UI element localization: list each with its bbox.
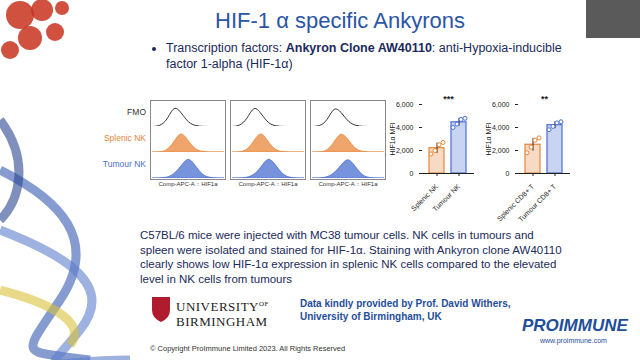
html-text:Tumour NK: Tumour NK	[102, 159, 146, 169]
html-text:www.proimmune.com: www.proimmune.com	[540, 337, 607, 344]
svg-text:2,000: 2,000	[492, 147, 510, 154]
html-text:Comp-APC-A :: HIF1a: Comp-APC-A :: HIF1a	[318, 181, 378, 187]
html-text:BIRMINGHAM: BIRMINGHAM	[176, 314, 268, 330]
html-text:Transcription factors: Ankyron: Transcription factors: Ankyron Clone AW4…	[166, 41, 562, 71]
svg-text:0: 0	[410, 170, 414, 177]
svg-text:4,000: 4,000	[396, 124, 414, 131]
html-text:Comp-APC-A :: HIF1a: Comp-APC-A :: HIF1a	[238, 181, 298, 187]
html-text:C57BL/6 mice were injected wit: C57BL/6 mice were injected with MC38 tum…	[140, 229, 562, 285]
html-text:HIF-1 α specific Ankyrons: HIF-1 α specific Ankyrons	[215, 8, 465, 33]
html-text:UNIVERSITYOF: UNIVERSITYOF	[176, 299, 269, 315]
html-text:Comp-APC-A :: HIF1a: Comp-APC-A :: HIF1a	[158, 181, 218, 187]
svg-text:HIF1α MFI: HIF1α MFI	[389, 122, 396, 155]
svg-text:***: ***	[443, 94, 454, 104]
html-text:Data kindly provided by Prof.: Data kindly provided by Prof. David With…	[300, 298, 511, 322]
svg-text:HIF1α MFI: HIF1α MFI	[485, 122, 492, 155]
html-text:PROIMMUNE: PROIMMUNE	[522, 316, 628, 335]
svg-text:**: **	[541, 94, 549, 104]
svg-text:6,000: 6,000	[396, 101, 414, 108]
html-text:Splenic NK: Splenic NK	[103, 133, 146, 143]
html-text:FMO: FMO	[127, 107, 146, 117]
html-text:© Copyright ProImmune Limited: © Copyright ProImmune Limited 2023. All …	[150, 344, 346, 353]
svg-text:Splenic CD8+ T: Splenic CD8+ T	[496, 182, 537, 223]
svg-text:4,000: 4,000	[492, 124, 510, 131]
svg-text:2,000: 2,000	[396, 147, 414, 154]
svg-text:Splenic NK: Splenic NK	[409, 182, 440, 213]
svg-text:Tumour NK: Tumour NK	[431, 182, 461, 212]
svg-text:Tumour CD8+ T: Tumour CD8+ T	[517, 182, 558, 223]
svg-text:6,000: 6,000	[492, 101, 510, 108]
svg-text:0: 0	[506, 170, 510, 177]
